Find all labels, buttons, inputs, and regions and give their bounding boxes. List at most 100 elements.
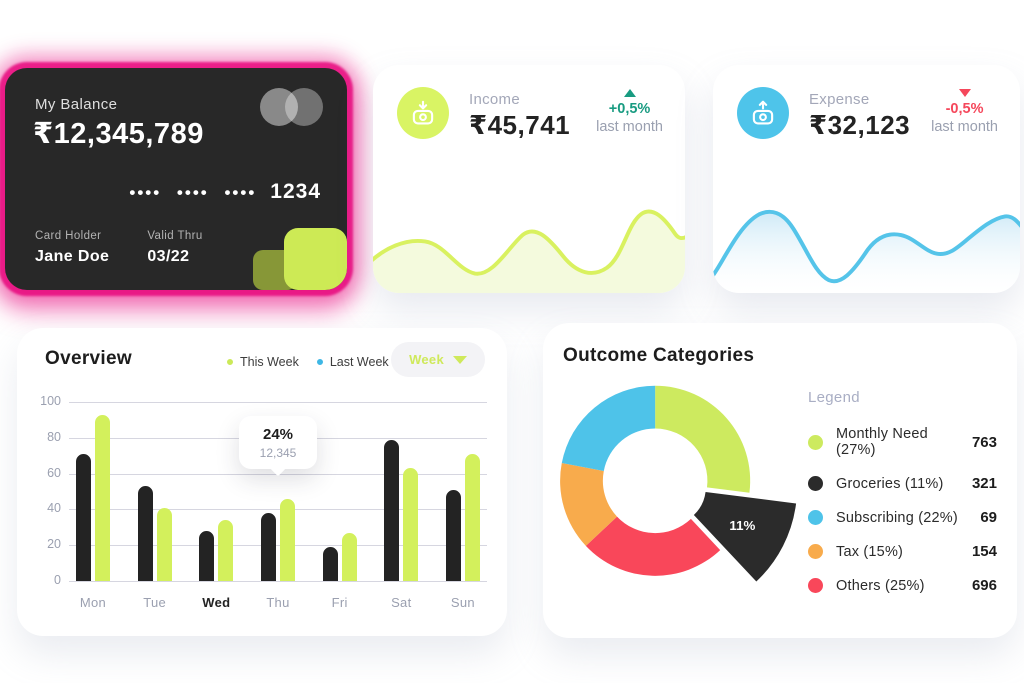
bar-last-week-tue[interactable] bbox=[137, 486, 153, 581]
gridline bbox=[69, 402, 487, 403]
bar-group-thu[interactable] bbox=[260, 498, 296, 581]
period-selector-label: Week bbox=[409, 352, 444, 367]
legend-dot-icon bbox=[808, 544, 823, 559]
income-change: +0,5% last month bbox=[596, 89, 663, 135]
logo-circle-left bbox=[260, 88, 298, 126]
outcome-legend-item-monthly-need: Monthly Need (27%) 763 bbox=[808, 426, 997, 458]
expense-label: Expense bbox=[809, 91, 870, 108]
donut-slice-others[interactable] bbox=[585, 516, 721, 576]
bar-group-mon[interactable] bbox=[75, 414, 111, 581]
legend-ring-icon bbox=[316, 359, 323, 365]
y-axis-tick-label: 40 bbox=[47, 501, 61, 516]
card-number-dots: •••• •••• •••• bbox=[129, 182, 257, 202]
donut-slice-groceries[interactable] bbox=[693, 492, 797, 582]
bar-last-week-wed[interactable] bbox=[199, 530, 215, 581]
tooltip-percent: 24% bbox=[262, 426, 294, 443]
card-number-last4: 1234 bbox=[270, 180, 321, 203]
expense-amount: ₹32,123 bbox=[809, 110, 911, 140]
donut-slice-subscribing[interactable] bbox=[561, 385, 656, 471]
bar-last-week-sat[interactable] bbox=[384, 439, 400, 581]
bar-last-week-fri[interactable] bbox=[322, 547, 338, 581]
legend-value: 763 bbox=[971, 433, 997, 451]
donut-slice-monthly-need[interactable] bbox=[655, 385, 751, 493]
income-amount: ₹45,741 bbox=[469, 110, 571, 140]
bar-group-fri[interactable] bbox=[322, 532, 358, 581]
legend-item-this-week[interactable]: This Week bbox=[227, 355, 299, 369]
income-card: Income ₹45,741 +0,5% last month bbox=[373, 65, 685, 293]
balance-card: My Balance ₹12,345,789 •••• •••• •••• 12… bbox=[5, 68, 347, 290]
expense-change-caption: last month bbox=[931, 119, 998, 135]
bar-last-week-sun[interactable] bbox=[445, 489, 461, 581]
overview-title: Overview bbox=[45, 348, 132, 369]
legend-label: Monthly Need (27%) bbox=[836, 426, 928, 458]
outcome-legend-item-subscribing: Subscribing (22%) 69 bbox=[808, 509, 997, 526]
legend-label: Subscribing (22%) bbox=[836, 509, 958, 526]
card-holder-label: Card Holder bbox=[35, 230, 102, 242]
expense-card: Expense ₹32,123 -0,5% last month bbox=[713, 65, 1020, 293]
legend-title: Legend bbox=[808, 389, 860, 406]
income-trend-chart bbox=[373, 209, 685, 293]
outcome-legend: Legend Monthly Need (27%) 763 Groceries (1… bbox=[808, 389, 997, 611]
bar-this-week-sat[interactable] bbox=[403, 468, 419, 581]
trend-up-icon bbox=[623, 89, 636, 97]
x-axis-label-tue: Tue bbox=[143, 595, 167, 610]
x-axis-labels: Mon Tue Wed Thu Fri Sat Sun bbox=[69, 595, 487, 610]
expense-change-pct: -0,5% bbox=[945, 101, 984, 117]
donut-slice-tax[interactable] bbox=[560, 462, 618, 546]
bar-this-week-fri[interactable] bbox=[341, 532, 357, 581]
legend-ring-icon bbox=[227, 359, 233, 365]
outcome-card: Outcome Categories 11% Legend Monthly Ne… bbox=[543, 323, 1017, 638]
y-axis-tick-label: 0 bbox=[54, 573, 61, 587]
bar-this-week-tue[interactable] bbox=[156, 507, 172, 581]
bar-last-week-mon[interactable] bbox=[76, 453, 91, 581]
overview-legend: This Week Last Week bbox=[227, 355, 389, 369]
bar-group-wed[interactable] bbox=[198, 520, 234, 581]
bar-group-tue[interactable] bbox=[137, 486, 173, 581]
mastercard-logo-icon bbox=[260, 88, 323, 126]
valid-thru-label: Valid Thru bbox=[147, 230, 203, 242]
x-axis-label-sun: Sun bbox=[450, 595, 475, 610]
y-axis-tick-label: 100 bbox=[40, 394, 61, 408]
legend-value: 321 bbox=[971, 475, 997, 492]
overview-bar-chart: 100 80 60 40 20 0 24% 12,345 bbox=[40, 394, 487, 587]
legend-item-last-week[interactable]: Last Week bbox=[316, 355, 389, 369]
bar-group-sat[interactable] bbox=[383, 439, 419, 581]
legend-label: This Week bbox=[240, 355, 299, 369]
balance-amount: ₹12,345,789 bbox=[33, 118, 204, 150]
bar-group-sun[interactable] bbox=[445, 453, 481, 581]
chart-tooltip: 24% 12,345 bbox=[239, 416, 317, 469]
bar-this-week-sun[interactable] bbox=[464, 453, 480, 581]
period-selector[interactable]: Week bbox=[391, 342, 485, 377]
balance-label: My Balance bbox=[35, 96, 118, 113]
legend-value: 154 bbox=[971, 543, 997, 560]
legend-dot-icon bbox=[808, 476, 823, 491]
y-axis-tick-label: 20 bbox=[47, 537, 61, 552]
bar-this-week-wed[interactable] bbox=[218, 520, 234, 581]
logo-circle-right bbox=[285, 88, 323, 126]
income-change-caption: last month bbox=[596, 119, 663, 135]
x-axis-label-wed: Wed bbox=[202, 595, 231, 610]
expense-trend-chart bbox=[713, 209, 1020, 293]
legend-value: 69 bbox=[980, 509, 997, 526]
outcome-donut-chart: 11% bbox=[560, 385, 797, 582]
gridline bbox=[69, 509, 487, 511]
expense-wallet-icon bbox=[737, 87, 789, 139]
legend-value: 696 bbox=[971, 577, 997, 594]
outcome-legend-item-others: Others (25%) 696 bbox=[808, 577, 997, 594]
bar-this-week-thu[interactable] bbox=[279, 498, 295, 581]
outcome-legend-list: Monthly Need (27%) 763 Groceries (11%) 321 S… bbox=[808, 426, 997, 594]
bar-this-week-mon[interactable] bbox=[95, 414, 110, 581]
legend-label: Tax (15%) bbox=[836, 543, 904, 560]
bar-last-week-thu[interactable] bbox=[260, 512, 276, 581]
legend-dot-icon bbox=[808, 434, 823, 450]
x-axis-label-mon: Mon bbox=[79, 595, 107, 610]
income-card-header: Income ₹45,741 +0,5% last month bbox=[373, 65, 685, 141]
x-axis-label-sat: Sat bbox=[391, 595, 412, 610]
legend-label: Last Week bbox=[329, 355, 389, 369]
valid-thru-value: 03/22 bbox=[147, 248, 190, 265]
outcome-legend-item-tax: Tax (15%) 154 bbox=[808, 543, 997, 560]
bar-groups bbox=[69, 402, 487, 581]
y-axis-tick-label: 80 bbox=[47, 429, 61, 444]
gridline bbox=[69, 545, 487, 547]
